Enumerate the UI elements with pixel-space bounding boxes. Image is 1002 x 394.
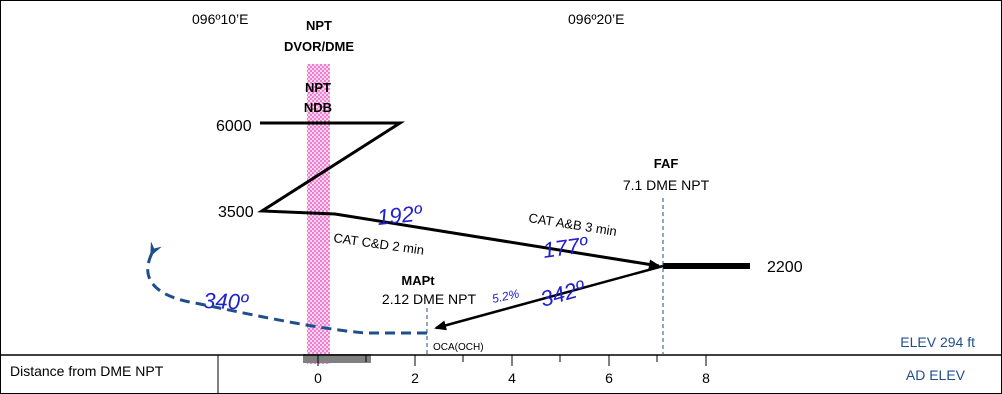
- elev-label: ELEV 294 ft: [900, 334, 975, 350]
- mapt-distance: 2.12 DME NPT: [382, 291, 477, 307]
- missed-turn-path: [146, 241, 427, 335]
- tick-label-4: 4: [508, 370, 516, 386]
- ad-elev-label: AD ELEV: [906, 367, 966, 383]
- track-turn-label: 340º: [203, 288, 250, 315]
- track-outbound-label: 192º: [376, 200, 424, 230]
- tick-label-6: 6: [605, 370, 613, 386]
- tick-label-8: 8: [702, 370, 710, 386]
- ndb-label-line1: NPT: [305, 80, 331, 95]
- missed-approach-line: [434, 264, 664, 331]
- tick-label-2: 2: [411, 370, 419, 386]
- ndb-label-line2: NDB: [304, 100, 332, 115]
- faf-distance: 7.1 DME NPT: [623, 177, 710, 193]
- track-missed-label: 342º: [537, 275, 588, 312]
- lon-left-label: 096º10’E: [192, 11, 249, 27]
- dvor-label-line2: DVOR/DME: [284, 39, 354, 54]
- timing-cat-cd: CAT C&D 2 min: [333, 230, 425, 258]
- altitude-middle-label: 3500: [218, 204, 254, 221]
- altitude-faf-label: 2200: [767, 259, 803, 276]
- faf-title: FAF: [654, 156, 679, 171]
- altitude-upper-label: 6000: [216, 118, 252, 135]
- distance-ticks: [317, 355, 707, 366]
- track-inbound-label: 177º: [541, 232, 590, 263]
- lon-right-label: 096º20’E: [568, 11, 625, 27]
- dvor-label-line1: NPT: [306, 18, 332, 33]
- gradient-label: 5.2%: [491, 286, 521, 305]
- approach-path: [257, 121, 661, 270]
- scale-origin-bar: [303, 354, 371, 363]
- oca-label: OCA(OCH): [433, 342, 484, 353]
- distance-scale-label: Distance from DME NPT: [10, 363, 164, 379]
- mapt-title: MAPt: [401, 273, 435, 288]
- tick-label-0: 0: [314, 370, 322, 386]
